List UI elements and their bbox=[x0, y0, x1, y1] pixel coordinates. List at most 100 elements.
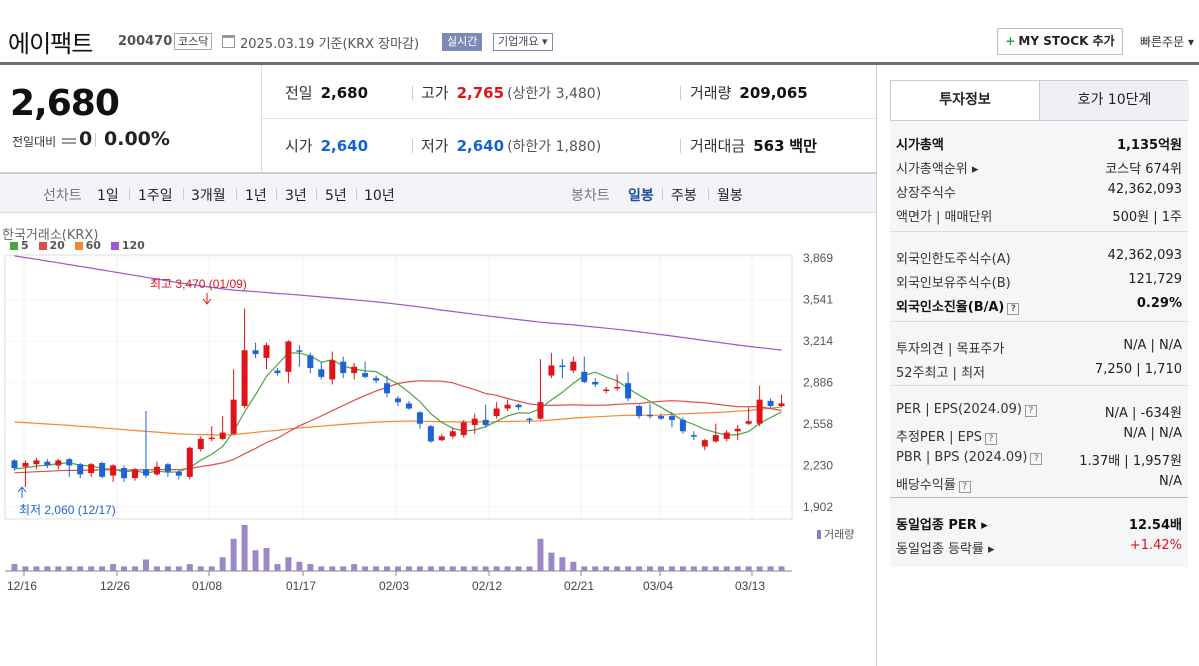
x-tick-label: 12/26 bbox=[100, 579, 130, 593]
prev-close: 전일 2,680 bbox=[285, 82, 368, 103]
tab-1d[interactable]: 1일 bbox=[97, 188, 119, 204]
legend-label: 5 bbox=[21, 239, 29, 252]
volume-bar bbox=[614, 566, 621, 571]
price-frame bbox=[4, 254, 793, 520]
volume-bar bbox=[340, 566, 347, 571]
help-icon[interactable]: ? bbox=[958, 481, 971, 493]
current-price-box: 2,680 전일대비 0 0.00% bbox=[2, 65, 262, 173]
volume-bar bbox=[121, 566, 128, 571]
info-value: 7,250 | 1,710 bbox=[1094, 362, 1182, 377]
volume-bar bbox=[647, 566, 654, 571]
candle-body bbox=[416, 412, 423, 424]
low-price: 저가 2,640 (하한가 1,880) bbox=[421, 135, 601, 156]
candle-body bbox=[285, 341, 292, 372]
candle-body bbox=[110, 465, 117, 476]
help-icon[interactable]: ? bbox=[984, 433, 997, 445]
y-tick-label: 1,902 bbox=[803, 500, 833, 514]
tab-monthly[interactable]: 월봉 bbox=[717, 188, 743, 204]
tab-weekly[interactable]: 주봉 bbox=[671, 188, 697, 204]
tab-3y[interactable]: 3년 bbox=[285, 188, 307, 204]
candle-body bbox=[186, 447, 193, 477]
candle-body bbox=[153, 466, 160, 475]
unchanged-icon bbox=[62, 138, 76, 144]
stock-name: 에이팩트 bbox=[8, 30, 93, 58]
volume-bar bbox=[175, 566, 182, 571]
volume-bar bbox=[263, 548, 270, 571]
legend-ma60: 60 bbox=[74, 239, 101, 252]
chart-canvas: 3,869 3,541 3,214 2,886 2,558 2,230 1,902 최고 3,… bbox=[4, 251, 854, 593]
tab-daily[interactable]: 일봉 bbox=[628, 188, 654, 204]
volume-bar bbox=[230, 538, 237, 571]
low-value: 2,640 bbox=[456, 137, 505, 155]
stock-header: 에이팩트 200470 코스닥 2025.03.19 기준(KRX 장마감) 실… bbox=[0, 0, 1199, 65]
tab-3m[interactable]: 3개월 bbox=[191, 188, 226, 204]
candle-body bbox=[438, 436, 445, 441]
volume-value: 209,065 bbox=[739, 84, 808, 102]
candle-body bbox=[175, 471, 182, 476]
divider bbox=[129, 188, 130, 200]
candlestick-chart[interactable]: 3,869 3,541 3,214 2,886 2,558 2,230 1,902 최고 3,… bbox=[0, 214, 876, 604]
info-value: 12.54배 bbox=[1128, 518, 1182, 533]
candle-body bbox=[66, 459, 73, 466]
candle-body bbox=[296, 350, 303, 352]
legend-label: 20 bbox=[49, 239, 65, 252]
candle-body bbox=[373, 378, 380, 381]
legend-ma20: 20 bbox=[38, 239, 65, 252]
realtime-button[interactable]: 실시간 bbox=[442, 33, 483, 51]
divider bbox=[662, 188, 663, 200]
candle-body bbox=[197, 438, 204, 450]
help-icon[interactable]: ? bbox=[1030, 453, 1043, 465]
base-date: 2025.03.19 기준(KRX 장마감) bbox=[240, 37, 420, 52]
tab-1y[interactable]: 1년 bbox=[245, 188, 267, 204]
my-stock-add-button[interactable]: + MY STOCK 추가 bbox=[997, 28, 1123, 55]
tab-5y[interactable]: 5년 bbox=[325, 188, 347, 204]
volume-bar bbox=[296, 561, 303, 571]
candle-body bbox=[581, 371, 588, 382]
my-stock-label: MY STOCK 추가 bbox=[1018, 34, 1115, 48]
candle-body bbox=[55, 460, 62, 466]
candle-body bbox=[493, 408, 500, 417]
ma-line-5 bbox=[14, 352, 782, 474]
volume-bar bbox=[351, 564, 358, 571]
amount-label: 거래대금 bbox=[690, 137, 746, 155]
info-divider bbox=[890, 231, 1188, 232]
volume-bar bbox=[504, 566, 511, 571]
candle-body bbox=[132, 469, 139, 479]
volume-bar bbox=[471, 566, 478, 571]
legend-swatch bbox=[10, 242, 18, 250]
help-icon[interactable]: ? bbox=[1024, 405, 1037, 417]
candle-body bbox=[427, 426, 434, 442]
info-label: 상장주식수 bbox=[896, 186, 956, 201]
tab-10y[interactable]: 10년 bbox=[364, 188, 395, 204]
high-arrow-icon bbox=[202, 293, 212, 305]
open-price: 시가 2,640 bbox=[285, 135, 368, 156]
lower-limit: (하한가 1,880) bbox=[507, 139, 602, 155]
info-value: +1.42% bbox=[1129, 538, 1182, 553]
volume-bar bbox=[734, 566, 741, 571]
help-icon[interactable]: ? bbox=[1007, 303, 1020, 315]
divider bbox=[276, 188, 277, 200]
tab-order-book[interactable]: 호가 10단계 bbox=[1040, 81, 1189, 120]
volume-bar bbox=[241, 525, 248, 571]
candle-body bbox=[548, 365, 555, 376]
divider bbox=[412, 86, 413, 100]
quick-order-dropdown[interactable]: 빠른주문 ▾ bbox=[1140, 35, 1194, 49]
tab-investment-info[interactable]: 투자정보 bbox=[891, 81, 1040, 120]
info-label[interactable]: 동일업종 등락률 ▸ bbox=[896, 542, 995, 557]
company-overview-dropdown[interactable]: 기업개요 ▾ bbox=[493, 33, 553, 51]
tab-1w[interactable]: 1주일 bbox=[138, 188, 173, 204]
candle-body bbox=[460, 422, 467, 436]
low-annotation: 최저 2,060 (12/17) bbox=[19, 503, 116, 517]
volume-bar bbox=[537, 538, 544, 571]
volume-bar bbox=[274, 564, 281, 571]
info-label[interactable]: 시가총액순위 ▸ bbox=[896, 162, 979, 177]
info-label[interactable]: 동일업종 PER ▸ bbox=[896, 518, 988, 533]
divider bbox=[316, 188, 317, 200]
volume-bar bbox=[22, 566, 29, 571]
volume-bar bbox=[88, 566, 95, 571]
high-label: 고가 bbox=[421, 84, 449, 102]
candle-body bbox=[274, 370, 281, 374]
volume-bar bbox=[592, 566, 599, 571]
candle-body bbox=[88, 464, 95, 474]
candle-body bbox=[318, 369, 325, 377]
